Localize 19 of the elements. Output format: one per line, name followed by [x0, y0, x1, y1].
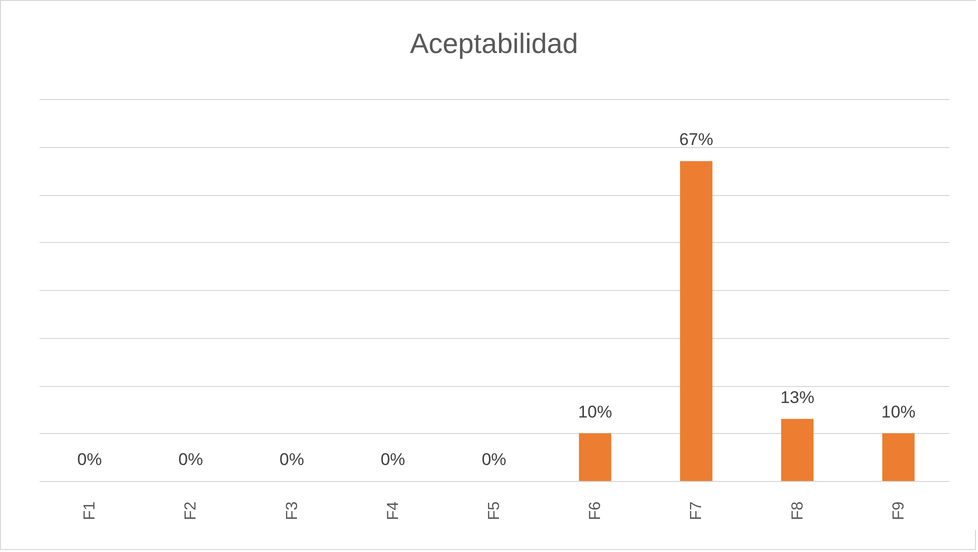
- data-label: 0%: [482, 450, 506, 469]
- data-label: 0%: [380, 450, 406, 469]
- x-tick-label: F3: [284, 501, 301, 520]
- x-tick-label: F2: [182, 501, 200, 520]
- data-label: 0%: [279, 450, 304, 469]
- data-label: 67%: [679, 130, 714, 150]
- x-tick-label: F5: [486, 501, 503, 520]
- data-label: 10%: [881, 402, 916, 422]
- data-label: 13%: [780, 388, 814, 407]
- data-label: 0%: [77, 450, 102, 469]
- x-tick-label: F4: [384, 501, 402, 520]
- chart-title: Aceptabilidad: [410, 28, 578, 59]
- x-tick-label: F9: [890, 501, 908, 520]
- x-tick-label: F6: [587, 501, 604, 520]
- data-label: 10%: [578, 402, 612, 422]
- x-tick-label: F1: [82, 501, 99, 520]
- data-label: 0%: [178, 450, 203, 469]
- x-tick-label: F8: [789, 501, 806, 520]
- x-tick-label: F7: [688, 501, 706, 520]
